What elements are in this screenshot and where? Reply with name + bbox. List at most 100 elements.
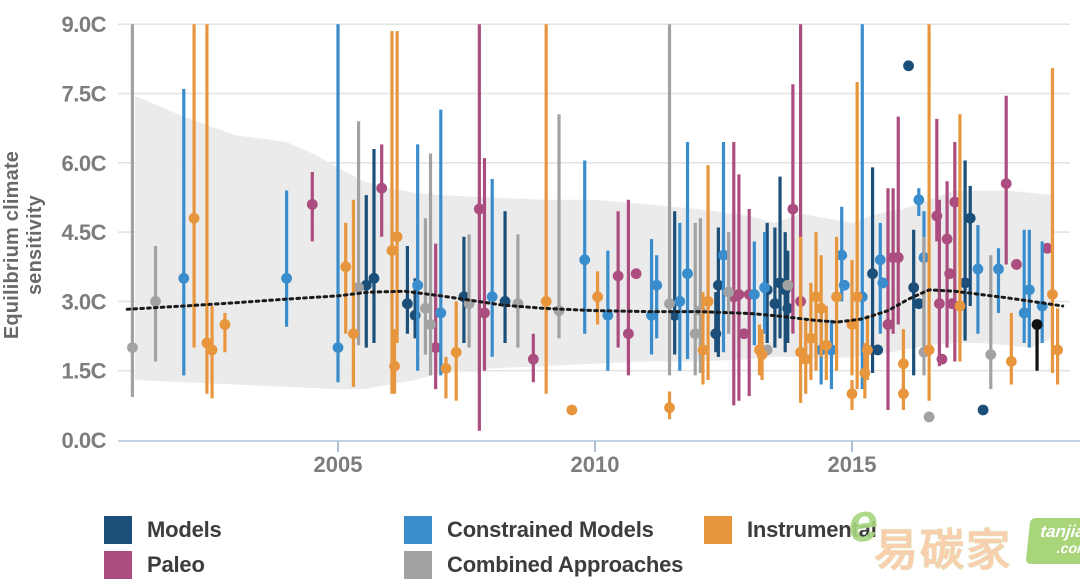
data-point	[664, 298, 675, 310]
data-point	[630, 268, 642, 280]
data-point	[838, 279, 850, 291]
series-instrumental	[188, 24, 1063, 420]
data-point	[993, 263, 1004, 275]
data-point	[219, 319, 231, 330]
data-point	[479, 307, 490, 319]
data-point	[1000, 178, 1012, 189]
data-point	[435, 307, 447, 319]
data-point	[689, 328, 701, 340]
data-point	[450, 346, 462, 358]
data-point	[612, 270, 624, 282]
series-paleo	[306, 24, 1053, 431]
data-point	[332, 342, 344, 353]
data-point	[697, 344, 709, 356]
legend-label: Instrumental	[747, 516, 877, 542]
watermark-badge-line2: .com	[1056, 539, 1080, 556]
data-point	[527, 353, 539, 365]
series-other	[1031, 319, 1043, 371]
data-point	[206, 344, 218, 356]
data-point	[936, 353, 948, 365]
data-point	[867, 268, 878, 280]
data-point	[386, 245, 398, 256]
legend-swatch-paleo	[104, 550, 132, 579]
data-point	[769, 298, 781, 310]
data-point	[908, 282, 920, 293]
data-point	[815, 302, 827, 314]
data-point	[1005, 356, 1017, 367]
data-point	[401, 298, 413, 310]
data-point	[306, 198, 318, 210]
data-point	[913, 298, 925, 310]
data-point	[712, 279, 724, 291]
legend-item-instrumental[interactable]: Instrumental	[704, 512, 1004, 547]
data-point	[592, 291, 603, 303]
data-point	[862, 344, 873, 356]
legend: Models Paleo Constrained Models Combined Ap…	[104, 512, 1004, 581]
legend-swatch-combined	[404, 550, 432, 579]
data-point	[718, 249, 729, 261]
legend-label: Models	[147, 516, 222, 542]
data-point	[977, 404, 989, 416]
data-point	[836, 249, 848, 261]
y-axis-title: Equilibrium climate sensitivity	[1, 150, 46, 340]
data-point	[985, 349, 997, 360]
data-point	[579, 254, 591, 266]
data-point	[882, 319, 894, 330]
y-tick-label: 9.0C	[62, 12, 107, 37]
legend-label: Combined Approaches	[447, 551, 684, 577]
data-point	[566, 404, 578, 416]
legend-swatch-models	[104, 515, 132, 544]
data-point	[440, 362, 452, 374]
data-point	[1052, 344, 1063, 356]
x-tick-label: 2015	[828, 452, 877, 477]
legend-label: Paleo	[147, 551, 205, 577]
data-point	[972, 263, 984, 275]
data-point	[898, 388, 909, 400]
data-point	[805, 332, 817, 344]
data-point	[1041, 242, 1053, 254]
data-point	[872, 344, 884, 356]
data-point	[903, 60, 914, 72]
data-point	[733, 289, 745, 300]
data-point	[748, 289, 760, 300]
data-point	[368, 272, 380, 284]
data-point	[188, 212, 200, 224]
legend-item-models[interactable]: Models	[104, 512, 404, 547]
legend-item-constrained[interactable]: Constrained Models	[404, 512, 704, 547]
data-point	[682, 268, 693, 280]
data-point	[941, 233, 953, 245]
legend-swatch-constrained	[404, 515, 432, 544]
data-point	[810, 291, 822, 303]
data-point	[923, 344, 935, 356]
data-point	[540, 296, 552, 307]
data-point	[913, 194, 925, 206]
data-point	[1018, 307, 1030, 319]
data-point	[1023, 284, 1035, 296]
watermark-badge-line1: tanjiaoyi	[1039, 522, 1080, 541]
data-point	[874, 254, 886, 266]
data-point	[651, 279, 663, 291]
legend-item-paleo[interactable]: Paleo	[104, 547, 404, 581]
y-tick-label: 7.5C	[62, 82, 107, 107]
data-point	[486, 291, 498, 303]
data-point	[723, 286, 735, 298]
data-point	[391, 231, 403, 243]
data-point	[759, 282, 771, 293]
data-point	[473, 203, 485, 215]
data-point	[959, 277, 971, 289]
data-point	[340, 261, 352, 273]
data-point	[674, 296, 686, 307]
legend-item-combined[interactable]: Combined Approaches	[404, 547, 704, 581]
data-point	[738, 328, 750, 340]
data-point	[623, 328, 634, 340]
data-point	[944, 268, 956, 280]
data-point	[923, 411, 935, 423]
data-point	[820, 339, 832, 351]
data-point	[954, 300, 966, 312]
data-point	[782, 279, 794, 291]
data-point	[425, 319, 436, 330]
data-point	[831, 291, 842, 303]
data-point	[412, 279, 424, 291]
data-point	[376, 182, 388, 194]
x-tick-label: 2010	[571, 452, 620, 477]
